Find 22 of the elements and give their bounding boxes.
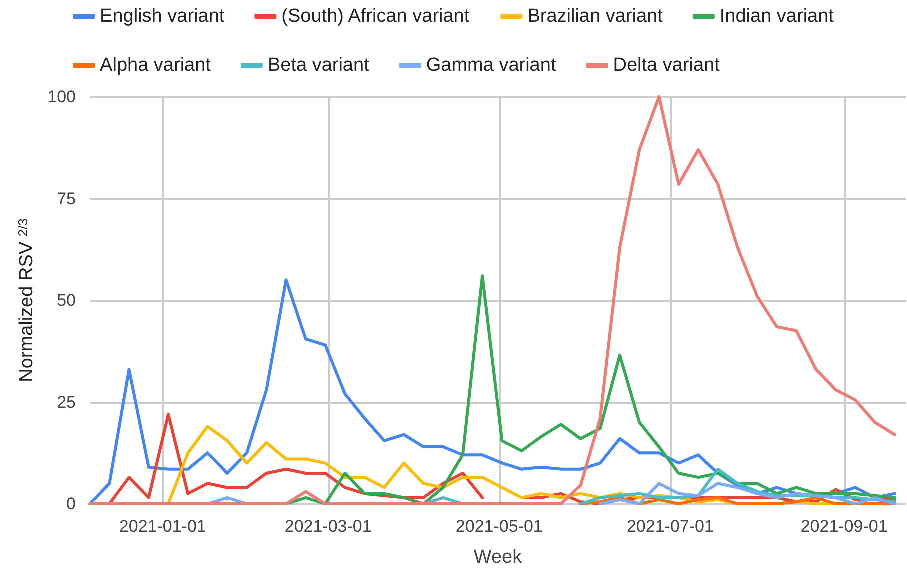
x-tick-label: 2021-01-01 bbox=[119, 517, 206, 536]
legend-label: Indian variant bbox=[720, 6, 835, 27]
line-series bbox=[88, 96, 896, 506]
y-axis-title: Normalized RSV 2/3 bbox=[16, 218, 38, 382]
legend-label: English variant bbox=[100, 6, 226, 27]
legend-label: Delta variant bbox=[613, 55, 721, 76]
x-axis-title: Week bbox=[474, 547, 523, 568]
y-tick-label: 50 bbox=[57, 291, 76, 310]
y-tick-label: 75 bbox=[57, 189, 76, 208]
x-tick-label: 2021-05-01 bbox=[456, 517, 543, 536]
legend-label: Gamma variant bbox=[426, 55, 557, 76]
y-tick-label: 0 bbox=[66, 494, 76, 514]
x-tick-label: 2021-03-01 bbox=[284, 517, 372, 536]
line-series bbox=[284, 274, 896, 506]
legend-label: (South) African variant bbox=[282, 6, 470, 27]
y-tick-label: 100 bbox=[48, 88, 76, 106]
legend-label: Beta variant bbox=[268, 55, 370, 76]
y-tick-label: 25 bbox=[57, 392, 76, 412]
x-tick-label: 2021-07-01 bbox=[626, 517, 714, 536]
legend-label: Brazilian variant bbox=[528, 6, 664, 27]
x-tick-label: 2021-09-01 bbox=[800, 517, 888, 536]
legend-label: Alpha variant bbox=[100, 55, 212, 76]
